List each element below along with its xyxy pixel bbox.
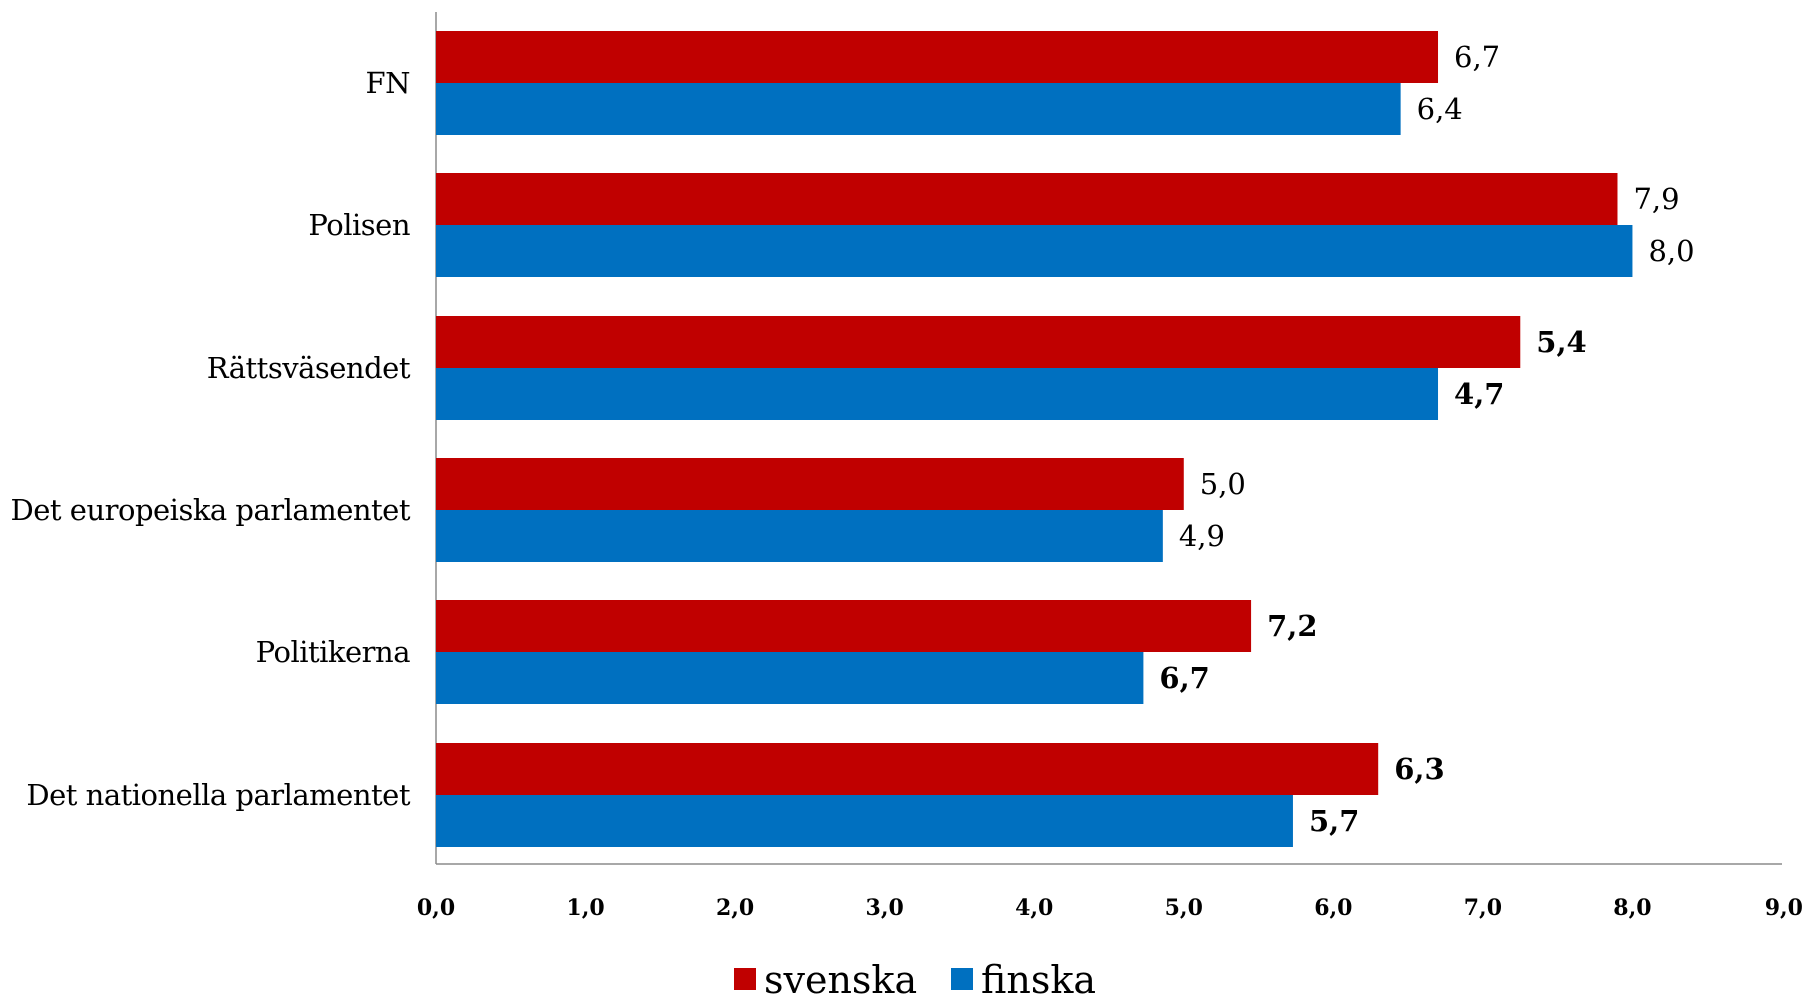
- x-tick-label-5: 4,0: [1015, 895, 1053, 921]
- x-tick-label-1: 0,0: [417, 895, 455, 921]
- legend-label-finska: finska: [981, 958, 1096, 998]
- category-label-5: Politikerna: [256, 635, 411, 669]
- data-label-svenska-1: 6,7: [1454, 40, 1500, 74]
- data-label-finska-3: 4,7: [1454, 377, 1504, 411]
- bar-finska-5: [436, 652, 1144, 704]
- category-label-1: FN: [366, 66, 411, 100]
- data-labels: 6,7 6,4 7,9 8,0 5,4 4,7 5,0 4,9 7,2 6,7 6,3 5,7: [1159, 40, 1694, 838]
- bars: [436, 31, 1633, 847]
- data-label-finska-5: 6,7: [1159, 661, 1209, 695]
- bar-svenska-6: [436, 743, 1379, 795]
- category-label-6: Det nationella parlamentet: [26, 778, 410, 812]
- x-tick-label-2: 1,0: [566, 895, 604, 921]
- x-tick-label-3: 2,0: [716, 895, 754, 921]
- bar-svenska-3: [436, 316, 1521, 368]
- bar-finska-3: [436, 368, 1439, 420]
- x-tick-label-7: 6,0: [1314, 895, 1352, 921]
- legend: svenska finska: [734, 958, 1096, 998]
- legend-swatch-svenska: [734, 968, 756, 990]
- data-label-finska-6: 5,7: [1309, 804, 1359, 838]
- data-label-svenska-3: 5,4: [1536, 325, 1586, 359]
- x-tick-label-8: 7,0: [1464, 895, 1502, 921]
- data-label-finska-4: 4,9: [1179, 519, 1225, 553]
- bar-finska-4: [436, 510, 1163, 562]
- category-labels: FN Polisen Rättsväsendet Det europeiska par…: [11, 66, 412, 812]
- x-tick-label-10: 9,0: [1765, 895, 1803, 921]
- legend-label-svenska: svenska: [764, 958, 917, 998]
- category-label-2: Polisen: [308, 208, 410, 242]
- bar-svenska-2: [436, 173, 1618, 225]
- data-label-finska-2: 8,0: [1648, 234, 1694, 268]
- x-tick-label-9: 8,0: [1613, 895, 1651, 921]
- data-label-svenska-6: 6,3: [1394, 752, 1444, 786]
- axes: [435, 12, 1782, 865]
- legend-swatch-finska: [951, 968, 973, 990]
- data-label-svenska-4: 5,0: [1200, 467, 1246, 501]
- x-tick-labels: 0,0 1,0 2,0 3,0 4,0 5,0 6,0 7,0 8,0 9,0: [417, 895, 1803, 921]
- bar-svenska-4: [436, 458, 1184, 510]
- category-label-3: Rättsväsendet: [207, 351, 411, 385]
- x-tick-label-6: 5,0: [1165, 895, 1203, 921]
- data-label-svenska-2: 7,9: [1633, 182, 1679, 216]
- category-label-4: Det europeiska parlamentet: [11, 493, 411, 527]
- bar-finska-2: [436, 225, 1633, 277]
- x-tick-label-4: 3,0: [866, 895, 904, 921]
- bar-finska-6: [436, 795, 1293, 847]
- bar-svenska-5: [436, 600, 1252, 652]
- data-label-finska-1: 6,4: [1417, 92, 1463, 126]
- data-label-svenska-5: 7,2: [1267, 609, 1317, 643]
- bar-finska-1: [436, 83, 1401, 135]
- bar-svenska-1: [436, 31, 1439, 83]
